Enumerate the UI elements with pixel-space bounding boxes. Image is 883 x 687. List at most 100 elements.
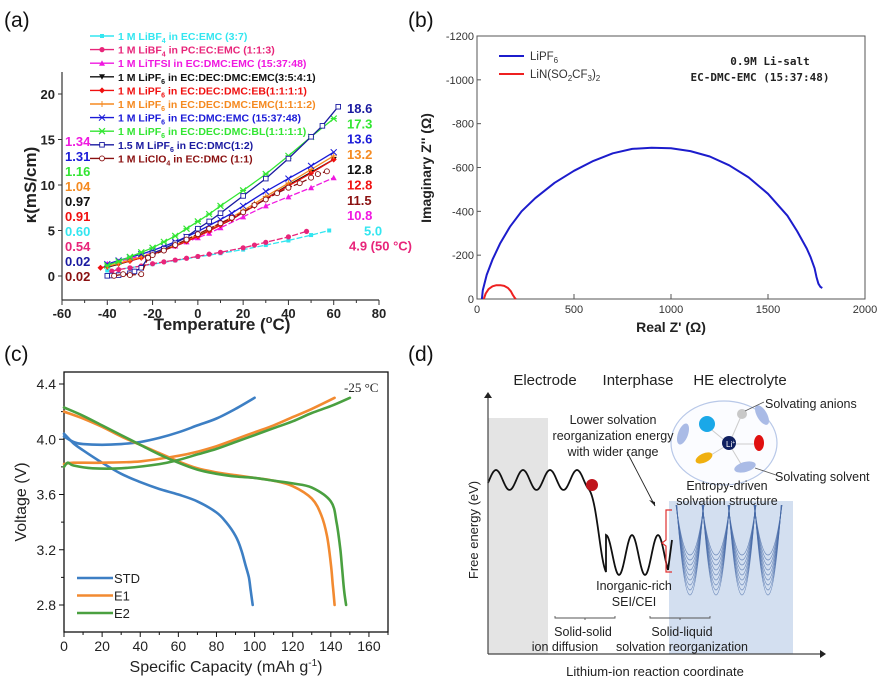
panel-a-xlabel: Temperature (oC) [154,314,291,334]
callout-line-2: reorganization energy [553,429,675,443]
lithium-ion-dot [586,479,598,491]
y-tick-label: -1000 [446,75,474,87]
legend-item: 1 M LiTFSI in EC:DMC:EMC (15:37:48) [90,58,306,70]
leader-line [754,467,777,476]
y-tick-label: -400 [452,206,474,218]
data-point [115,258,123,265]
legend-item: 1 M LiPF6 in EC:DEC:DMC:EMC(1:1:1:2) [90,99,316,113]
data-point [228,214,235,221]
data-point [99,47,105,53]
callout-line-3: with wider range [566,445,658,459]
legend-label-e1: E1 [114,589,130,604]
data-point [99,87,105,94]
data-point [149,252,156,259]
data-point [161,259,167,265]
panel-a-axes: -60 -40 -20 0 20 40 60 80 0 5 10 15 20 [41,72,386,321]
y-tick-label: -200 [452,250,474,262]
series-e1-charge [62,396,336,466]
label-solvating-solvent: Solvating solvent [775,470,870,484]
data-point [240,209,247,216]
series-line [111,230,307,272]
legend-label: 1 M LiBF4 in PC:EC:EMC (1:1:3) [118,45,275,59]
data-point [172,257,178,263]
solvation-sheath-illustration: Li+ [670,400,778,486]
solvent-yellow-icon [695,452,713,464]
panel-label-d: (d) [408,343,434,366]
x-tick-label: 500 [565,304,583,316]
label-entropy-line-2: solvation structure [676,494,777,508]
data-point [251,202,258,208]
low-temp-value: 1.34 [65,134,91,149]
x-tick-label: 60 [326,306,340,321]
electrode-region [488,418,548,654]
panel-b-annotation-solvent: EC-DMC-EMC (15:37:48) [690,71,829,84]
data-point [330,152,337,159]
data-point [206,251,212,257]
high-temp-value: 12.8 [347,178,372,193]
low-temp-value: 0.97 [65,194,90,209]
solvent-molecule-icon [676,423,690,445]
legend-item: 1 M LiPF6 in EC:DEC:DMC:EMC(3:5:4:1) [90,72,316,86]
panel-label-a: (a) [4,9,30,32]
data-point [126,272,133,279]
x-tick-label: 100 [243,638,267,654]
data-point [149,244,156,252]
panel-b-axes: 0 500 1000 1500 2000 0 -200 -400 -600 -800 -1000 -1… [446,31,877,316]
data-point [308,184,315,191]
legend-item: 1 M LiBF4 in EC:EMC (3:7) [90,31,247,45]
legend-label: 1 M LiPF6 in EC:DMC:EMC (15:37:48) [118,113,301,127]
x-axis-arrow-icon [820,650,826,658]
x-tick-label: -40 [98,306,117,321]
data-point [97,264,104,271]
high-temp-value: 10.8 [347,208,372,223]
data-point [131,268,138,275]
data-point [183,225,190,233]
panel-c-legend: STD E1 E2 [77,571,140,621]
legend-label: 1 M LiTFSI in EC:DMC:EMC (15:37:48) [118,58,306,70]
data-point [194,217,202,225]
data-point [103,260,111,268]
series-line [107,151,335,265]
x-tick-label: -20 [143,306,162,321]
series-e2-discharge [62,406,348,607]
high-temp-value: 13.6 [347,132,372,147]
x-tick-label: 160 [357,638,381,654]
y-tick-label: -1200 [446,31,474,43]
solvation-energy-wells [675,504,783,596]
data-point [330,148,338,156]
panel-c-ylabel: Voltage (V) [13,462,30,541]
y-tick-label: -600 [452,163,474,175]
high-temp-value: 13.2 [347,147,372,162]
data-point [116,267,122,273]
y-axis-arrow-icon [484,392,492,398]
series-line-litfsi [482,284,517,300]
data-point [98,114,106,121]
data-point [217,220,224,227]
data-point [274,190,281,197]
data-point [111,272,118,279]
legend-item: 1 M LiPF6 in EC:DEC:DMC:EB(1:1:1:1) [90,85,307,99]
data-point [160,238,168,246]
panel-b-xlabel: Real Z' (Ω) [636,319,706,335]
anion-gray-icon [737,409,747,419]
legend-item: 1 M LiPF6 in EC:DMC:EMC (15:37:48) [90,113,301,127]
x-tick-label: 20 [94,638,110,654]
data-point [98,127,106,135]
solid-liquid-bracket [649,616,711,620]
data-point [105,268,110,273]
panel-a-series [97,103,341,279]
label-solvating-anions: Solvating anions [765,397,857,411]
data-point [263,243,268,248]
y-tick-label: 0 [48,269,55,284]
legend-label: 1 M LiPF6 in EC:DEC:DMC:EMC(3:5:4:1) [118,72,316,86]
panel-c-temperature-annotation: -25 °C [344,380,378,395]
data-point [171,232,179,240]
series-line [107,177,334,265]
series-line [107,118,335,267]
data-point [286,238,291,243]
x-tick-label: 1500 [756,304,780,316]
callout-arrow [626,451,656,507]
panel-b-annotation-concentration: 0.9M Li-salt [730,55,809,68]
data-point [217,249,224,255]
